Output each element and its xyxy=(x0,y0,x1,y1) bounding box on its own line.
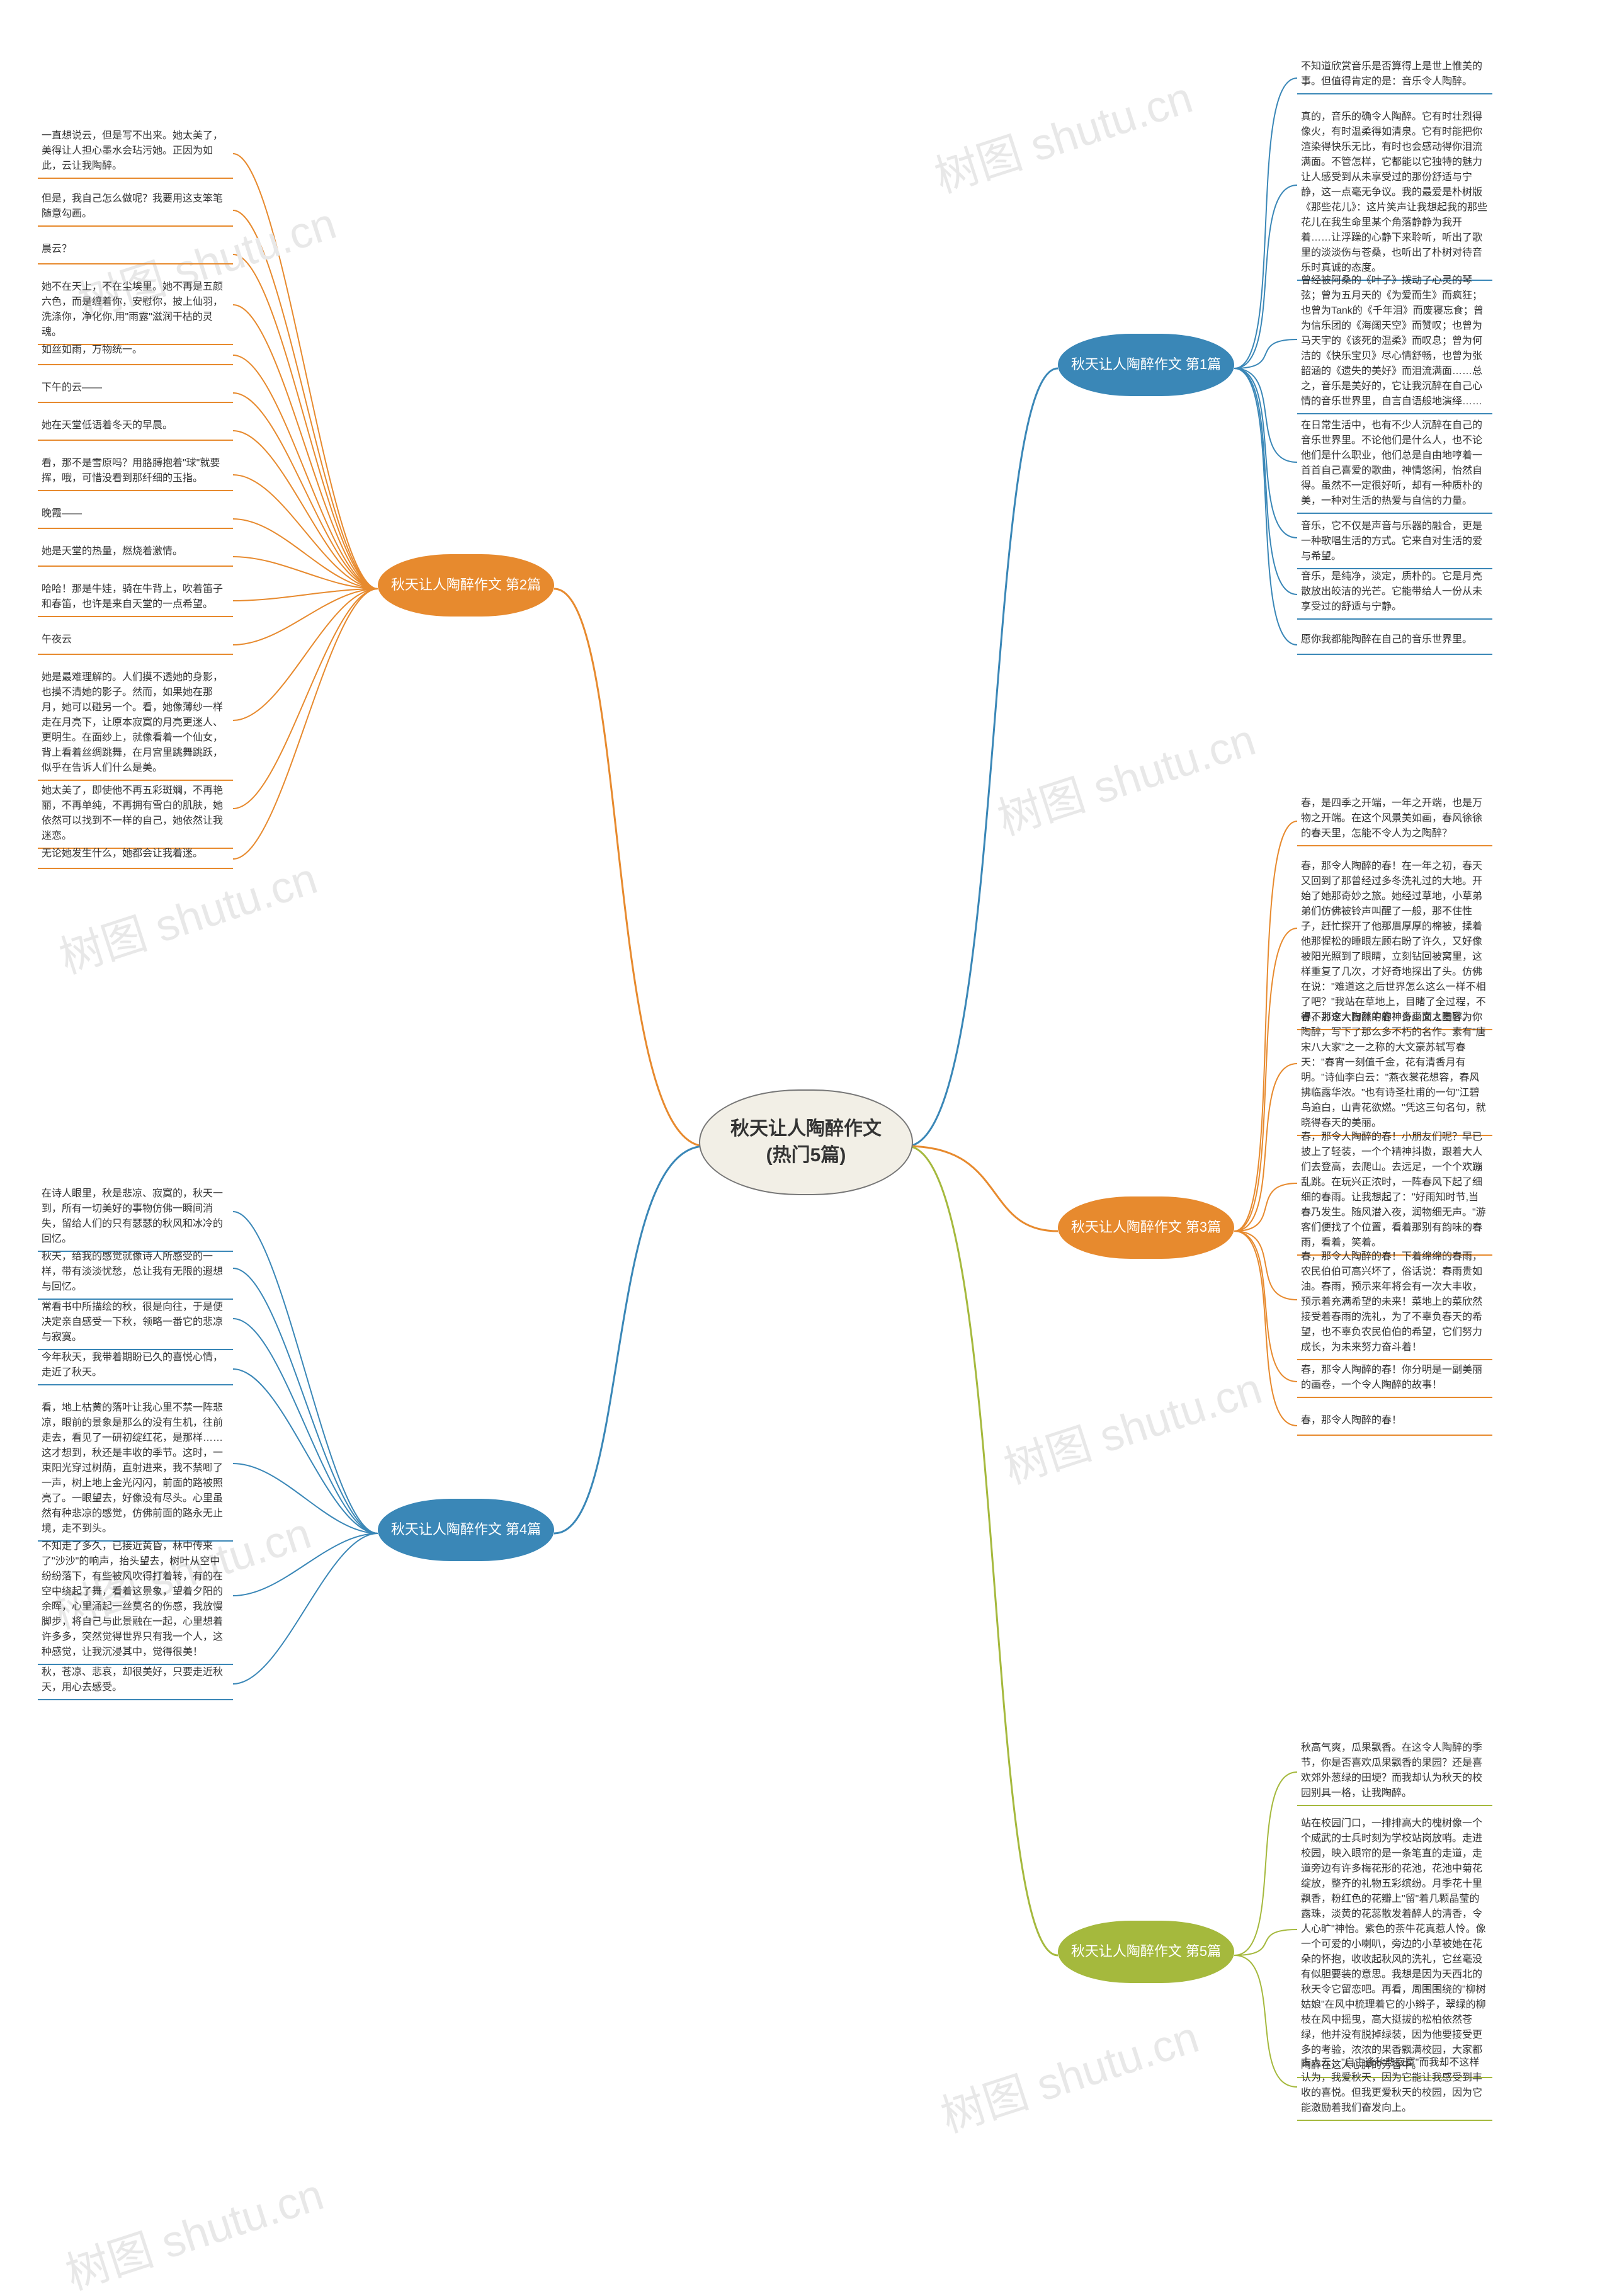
leaf-node[interactable]: 愿你我都能陶醉在自己的音乐世界里。 xyxy=(1297,630,1492,655)
leaf-node[interactable]: 秋，苍凉、悲哀，却很美好，只要走近秋天，用心去感受。 xyxy=(38,1662,233,1700)
leaf-node[interactable]: 真的，音乐的确令人陶醉。它有时壮烈得像火，有时温柔得如清泉。它有时能把你渲染得快… xyxy=(1297,107,1492,281)
branch-node[interactable]: 秋天让人陶醉作文 第5篇 xyxy=(1058,1921,1234,1983)
leaf-node[interactable]: 古人云："自古逢秋悲寂寞"而我却不这样认为，我爱秋天，因为它能让我感受到丰收的喜… xyxy=(1297,2053,1492,2121)
leaf-node[interactable]: 哈哈！那是牛娃，骑在牛背上，吹着笛子和春笛，也许是来自天堂的一点希望。 xyxy=(38,579,233,617)
leaf-node[interactable]: 今年秋天，我带着期盼已久的喜悦心情，走近了秋天。 xyxy=(38,1348,233,1385)
leaf-node[interactable]: 春，那令人陶醉的春！多少文人墨客为你陶醉，写下了那么多不朽的名作。素有"唐宋八大… xyxy=(1297,1008,1492,1136)
leaf-node[interactable]: 春，那令人陶醉的春！ xyxy=(1297,1411,1492,1436)
leaf-node[interactable]: 音乐，它不仅是声音与乐器的融合，更是一种歌唱生活的方式。它来自对生活的爱与希望。 xyxy=(1297,516,1492,569)
leaf-node[interactable]: 她在天堂低语着冬天的早晨。 xyxy=(38,416,233,441)
watermark-text: 树图 shutu.cn xyxy=(995,1353,1269,1496)
branch-node[interactable]: 秋天让人陶醉作文 第1篇 xyxy=(1058,334,1234,396)
leaf-node[interactable]: 在日常生活中，也有不少人沉醉在自己的音乐世界里。不论他们是什么人，也不论他们是什… xyxy=(1297,416,1492,514)
leaf-node[interactable]: 如丝如雨，万物统一。 xyxy=(38,340,233,365)
leaf-node[interactable]: 但是，我自己怎么做呢？我要用这支笨笔随意勾画。 xyxy=(38,189,233,227)
branch-node[interactable]: 秋天让人陶醉作文 第2篇 xyxy=(378,554,554,617)
leaf-node[interactable]: 秋天，给我的感觉就像诗人所感受的一样，带有淡淡忧愁，总让我有无限的遐想与回忆。 xyxy=(38,1247,233,1300)
leaf-node[interactable]: 下午的云—— xyxy=(38,378,233,403)
leaf-node[interactable]: 她是最难理解的。人们摸不透她的身影，也摸不清她的影子。然而，如果她在那月，她可以… xyxy=(38,668,233,781)
leaf-node[interactable]: 站在校园门口，一排排高大的槐树像一个个威武的士兵时刻为学校站岗放哨。走进校园，映… xyxy=(1297,1814,1492,2078)
center-node[interactable]: 秋天让人陶醉作文(热门5篇) xyxy=(699,1089,913,1195)
leaf-node[interactable]: 春，那令人陶醉的春！小朋友们呢？早已披上了轻装，一个个精神抖擞，跟着大人们去登高… xyxy=(1297,1127,1492,1256)
watermark-text: 树图 shutu.cn xyxy=(932,2002,1206,2145)
leaf-node[interactable]: 春，是四季之开端，一年之开端，也是万物之开端。在这个风景美如画，春风徐徐的春天里… xyxy=(1297,793,1492,846)
leaf-node[interactable]: 看，那不是雪原吗？用胳膊抱着"球"就要挥，哦，可惜没看到那纤细的玉指。 xyxy=(38,453,233,491)
leaf-node[interactable]: 春，那令人陶醉的春！下着绵绵的春雨，农民伯伯可高兴坏了，俗话说：春雨贵如油。春雨… xyxy=(1297,1247,1492,1360)
leaf-node[interactable]: 一直想说云，但是写不出来。她太美了，美得让人担心墨水会玷污她。正因为如此，云让我… xyxy=(38,126,233,179)
leaf-node[interactable]: 看，地上枯黄的落叶让我心里不禁一阵悲凉，眼前的景象是那么的没有生机，往前走去，看… xyxy=(38,1398,233,1542)
watermark-text: 树图 shutu.cn xyxy=(57,2159,331,2296)
leaf-node[interactable]: 无论她发生什么，她都会让我着迷。 xyxy=(38,844,233,869)
leaf-node[interactable]: 她不在天上，不在尘埃里。她不再是五颜六色，而是缠着你，安慰你，披上仙羽，洗涤你，… xyxy=(38,277,233,345)
leaf-node[interactable]: 不知走了多久，已接近黄昏，林中传来了"沙沙"的响声，抬头望去，树叶从空中纷纷落下… xyxy=(38,1537,233,1665)
watermark-text: 树图 shutu.cn xyxy=(989,705,1263,848)
leaf-node[interactable]: 曾经被阿桑的《叶子》拨动了心灵的琴弦；曾为五月天的《为爱而生》而疯狂；也曾为Ta… xyxy=(1297,271,1492,414)
leaf-node[interactable]: 晚霞—— xyxy=(38,504,233,529)
leaf-node[interactable]: 常看书中所描绘的秋，很是向往，于是便决定亲自感受一下秋，领略一番它的悲凉与寂寞。 xyxy=(38,1297,233,1350)
leaf-node[interactable]: 不知道欣赏音乐是否算得上是世上惟美的事。但值得肯定的是：音乐令人陶醉。 xyxy=(1297,57,1492,94)
leaf-node[interactable]: 午夜云 xyxy=(38,630,233,655)
branch-node[interactable]: 秋天让人陶醉作文 第4篇 xyxy=(378,1499,554,1561)
branch-node[interactable]: 秋天让人陶醉作文 第3篇 xyxy=(1058,1196,1234,1259)
leaf-node[interactable]: 春，那令人陶醉的春！你分明是一副美丽的画卷，一个令人陶醉的故事！ xyxy=(1297,1360,1492,1398)
leaf-node[interactable]: 她太美了，即使他不再五彩斑斓，不再艳丽，不再单纯，不再拥有雪白的肌肤，她依然可以… xyxy=(38,781,233,849)
leaf-node[interactable]: 在诗人眼里，秋是悲凉、寂寞的，秋天一到，所有一切美好的事物仿佛一瞬间消失，留给人… xyxy=(38,1184,233,1252)
watermark-text: 树图 shutu.cn xyxy=(926,62,1200,205)
leaf-node[interactable]: 秋高气爽，瓜果飘香。在这令人陶醉的季节，你是否喜欢瓜果飘香的果园？还是喜欢郊外葱… xyxy=(1297,1738,1492,1806)
mindmap-canvas: 树图 shutu.cn 树图 shutu.cn 树图 shutu.cn 树图 shut… xyxy=(0,0,1612,2296)
leaf-node[interactable]: 音乐，是纯净，淡定，质朴的。它是月亮散放出皎洁的光芒。它能带给人一份从未享受过的… xyxy=(1297,567,1492,620)
leaf-node[interactable]: 她是天堂的热量，燃烧着激情。 xyxy=(38,542,233,567)
leaf-node[interactable]: 晨云？ xyxy=(38,239,233,264)
leaf-node[interactable]: 春，那令人陶醉的春！在一年之初，春天又回到了那曾经过多冬洗礼过的大地。开始了她那… xyxy=(1297,856,1492,1030)
